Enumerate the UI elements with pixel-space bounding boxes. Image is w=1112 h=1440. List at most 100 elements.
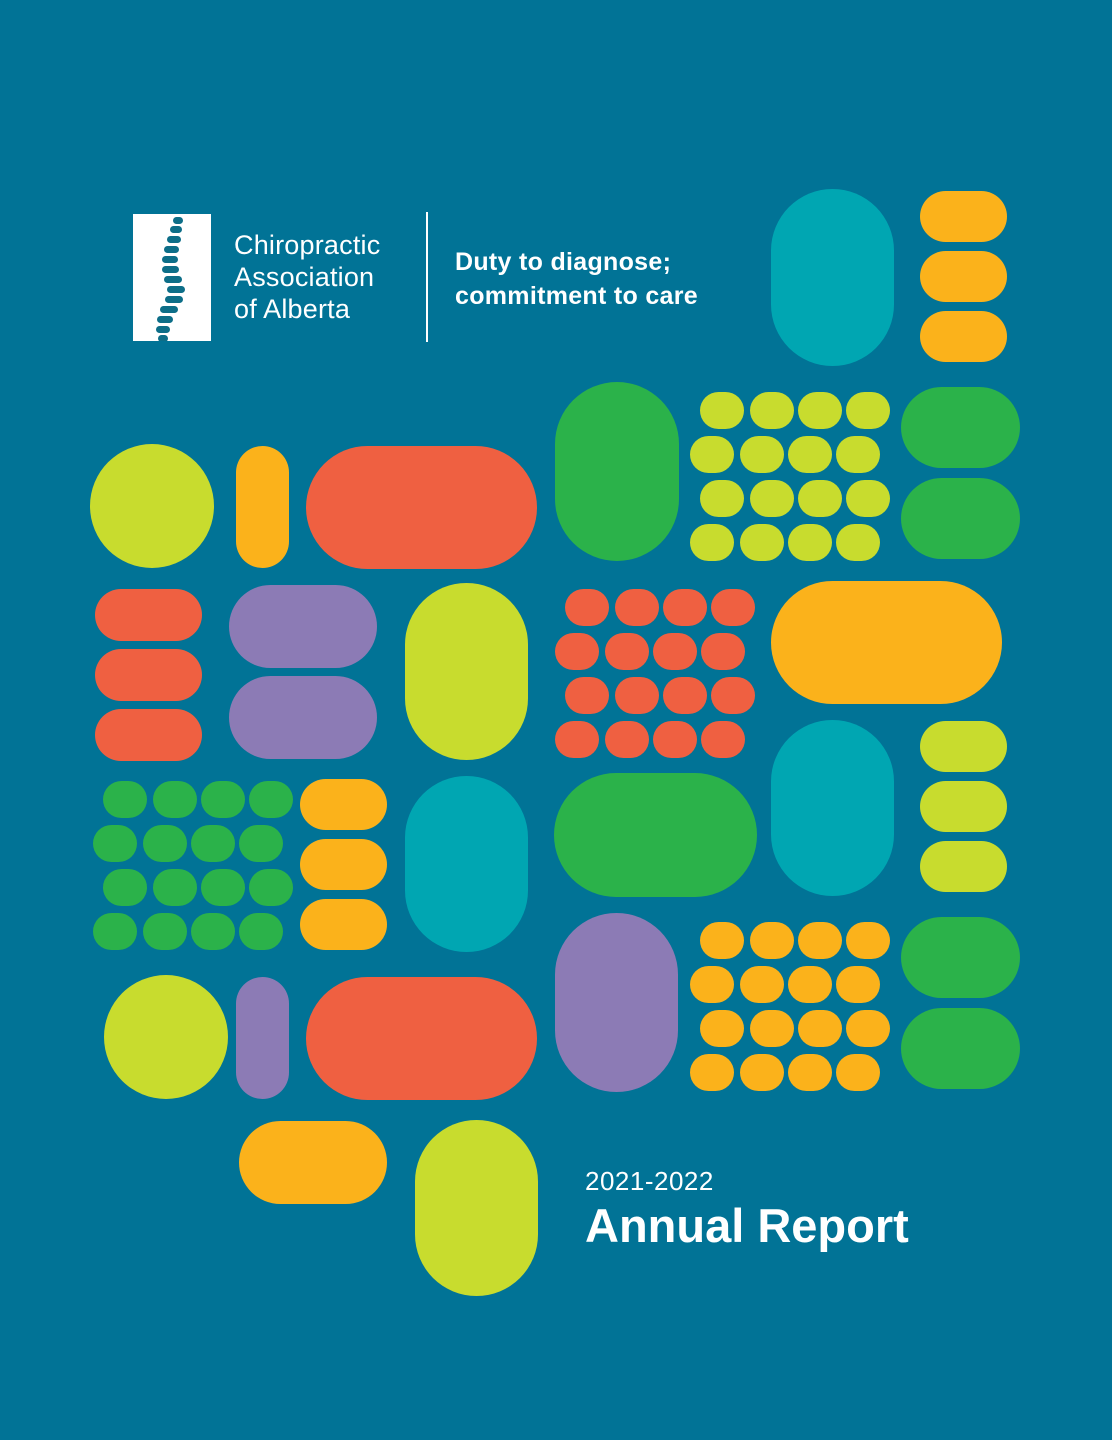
tagline-line: commitment to care — [455, 282, 698, 310]
decorative-dot — [93, 825, 137, 862]
decorative-pill — [771, 581, 1002, 704]
decorative-dot — [711, 677, 755, 714]
tagline-line: Duty to diagnose; — [455, 248, 672, 276]
decorative-dot — [690, 436, 734, 473]
decorative-pill — [236, 977, 289, 1099]
decorative-dot — [701, 721, 745, 758]
decorative-dot — [836, 966, 880, 1003]
decorative-dot — [836, 436, 880, 473]
decorative-dot — [555, 721, 599, 758]
decorative-dot — [740, 436, 784, 473]
decorative-dot — [143, 825, 187, 862]
decorative-pill — [555, 382, 679, 561]
decorative-dot — [846, 392, 890, 429]
decorative-dot — [846, 922, 890, 959]
decorative-dot — [788, 436, 832, 473]
decorative-dot — [836, 524, 880, 561]
decorative-dot — [143, 913, 187, 950]
vertebra-shape — [164, 246, 179, 253]
decorative-dot — [605, 721, 649, 758]
decorative-pill — [555, 913, 678, 1092]
decorative-dot — [711, 589, 755, 626]
vertebra-shape — [162, 256, 178, 263]
decorative-pill — [920, 721, 1007, 772]
decorative-pill — [405, 776, 528, 952]
header-divider — [426, 212, 428, 342]
decorative-pill — [901, 1008, 1020, 1089]
organization-name-line: Chiropractic — [234, 230, 381, 260]
decorative-pill — [920, 191, 1007, 242]
vertebra-shape — [157, 316, 173, 323]
vertebra-shape — [164, 276, 182, 283]
decorative-pill — [95, 649, 202, 701]
decorative-dot — [615, 589, 659, 626]
vertebra-shape — [162, 266, 179, 273]
decorative-dot — [663, 677, 707, 714]
decorative-pill — [920, 781, 1007, 832]
organization-name-line: of Alberta — [234, 294, 351, 324]
decorative-dot — [615, 677, 659, 714]
decorative-pill — [415, 1120, 538, 1296]
decorative-dot — [153, 781, 197, 818]
decorative-dot — [555, 633, 599, 670]
decorative-pill — [236, 446, 289, 568]
decorative-dot — [700, 480, 744, 517]
decorative-dot — [846, 1010, 890, 1047]
decorative-dot — [798, 922, 842, 959]
decorative-dot — [103, 869, 147, 906]
decorative-pill — [901, 478, 1020, 559]
decorative-dot — [798, 392, 842, 429]
decorative-dot — [701, 633, 745, 670]
decorative-dot — [249, 869, 293, 906]
decorative-dot — [700, 922, 744, 959]
decorative-pill — [771, 189, 894, 366]
decorative-dot — [798, 1010, 842, 1047]
decorative-dot — [846, 480, 890, 517]
decorative-dot — [690, 1054, 734, 1091]
decorative-dot — [750, 480, 794, 517]
decorative-pill — [300, 839, 387, 890]
decorative-pill — [920, 311, 1007, 362]
vertebra-shape — [156, 326, 170, 333]
decorative-dot — [191, 913, 235, 950]
decorative-circle — [104, 975, 228, 1099]
decorative-pill — [239, 1121, 387, 1204]
decorative-pill — [920, 251, 1007, 302]
decorative-dot — [750, 1010, 794, 1047]
organization-name: Chiropractic Association of Alberta — [234, 229, 380, 325]
decorative-pill — [229, 585, 377, 668]
organization-name-line: Association — [234, 262, 375, 292]
decorative-dot — [201, 781, 245, 818]
vertebra-shape — [167, 236, 181, 243]
decorative-dot — [788, 1054, 832, 1091]
decorative-dot — [565, 677, 609, 714]
decorative-dot — [750, 922, 794, 959]
decorative-dot — [201, 869, 245, 906]
decorative-pill — [901, 387, 1020, 468]
decorative-pill — [229, 676, 377, 759]
decorative-pill — [901, 917, 1020, 998]
decorative-pill — [554, 773, 757, 897]
decorative-pill — [306, 977, 537, 1100]
decorative-dot — [700, 392, 744, 429]
decorative-dot — [653, 633, 697, 670]
decorative-dot — [663, 589, 707, 626]
decorative-dot — [740, 524, 784, 561]
decorative-dot — [249, 781, 293, 818]
decorative-dot — [653, 721, 697, 758]
decorative-dot — [153, 869, 197, 906]
vertebra-shape — [158, 335, 168, 342]
vertebra-shape — [160, 306, 178, 313]
decorative-circle — [90, 444, 214, 568]
vertebra-shape — [165, 296, 183, 303]
decorative-dot — [605, 633, 649, 670]
decorative-dot — [750, 392, 794, 429]
decorative-dot — [788, 524, 832, 561]
spine-logo-icon — [156, 217, 185, 342]
decorative-dot — [191, 825, 235, 862]
decorative-dot — [239, 825, 283, 862]
report-year: 2021-2022 — [585, 1166, 714, 1196]
decorative-dot — [798, 480, 842, 517]
decorative-dot — [788, 966, 832, 1003]
